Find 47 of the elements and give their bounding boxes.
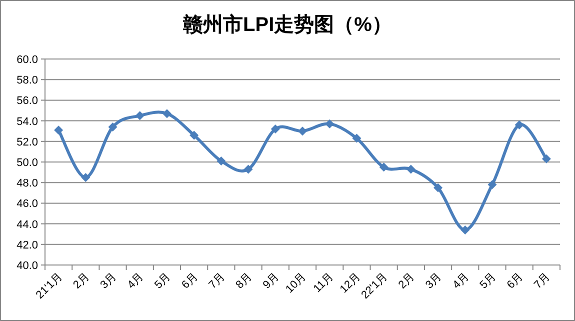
point [542, 154, 551, 164]
chart-title: 赣州市LPI走势图（%） [182, 13, 392, 36]
y-tick-label: 52.0 [16, 136, 38, 148]
x-tick-label: 2月 [396, 270, 418, 292]
point [162, 109, 172, 118]
point [460, 225, 470, 234]
point [352, 134, 362, 143]
point [244, 164, 253, 174]
y-tick-label: 58.0 [16, 74, 38, 87]
y-tick-label: 54.0 [16, 116, 38, 128]
point [54, 126, 64, 135]
point [190, 130, 199, 140]
y-tick-label: 44.0 [16, 218, 38, 231]
y-tick-label: 56.0 [16, 95, 38, 108]
point [325, 119, 334, 128]
point [270, 124, 280, 134]
x-tick-label: 6月 [180, 270, 200, 292]
point [216, 156, 226, 166]
x-tick-label: 21'1月 [34, 270, 65, 302]
x-tick-label: 10月 [284, 270, 309, 296]
point [135, 111, 144, 120]
y-tick-label: 40.0 [16, 260, 38, 272]
point [81, 172, 90, 182]
x-tick-label: 4月 [125, 270, 146, 292]
point [488, 180, 497, 190]
x-tick-label: 3月 [98, 270, 119, 292]
x-tick-label: 8月 [234, 270, 254, 292]
y-tick-label: 48.0 [16, 178, 38, 190]
x-tick-label: 5月 [152, 270, 174, 292]
x-tick-label: 4月 [450, 270, 472, 292]
y-tick-label: 50.0 [16, 157, 38, 169]
point [298, 126, 307, 136]
x-tick-label: 7月 [206, 270, 228, 292]
point [379, 162, 388, 172]
x-tick-label: 5月 [478, 270, 498, 292]
x-tick-label: 2月 [71, 270, 92, 292]
point [108, 122, 118, 132]
x-tick-label: 7月 [532, 270, 553, 292]
y-tick-label: 46.0 [16, 198, 38, 210]
x-tick-label: 11月 [311, 270, 336, 295]
point [406, 164, 416, 174]
x-tick-label: 3月 [424, 270, 444, 292]
point [434, 183, 443, 192]
x-tick-label: 6月 [504, 270, 526, 292]
y-tick-label: 42.0 [16, 239, 38, 252]
y-tick-label: 60.0 [16, 54, 38, 66]
x-tick-label: 9月 [260, 270, 282, 292]
